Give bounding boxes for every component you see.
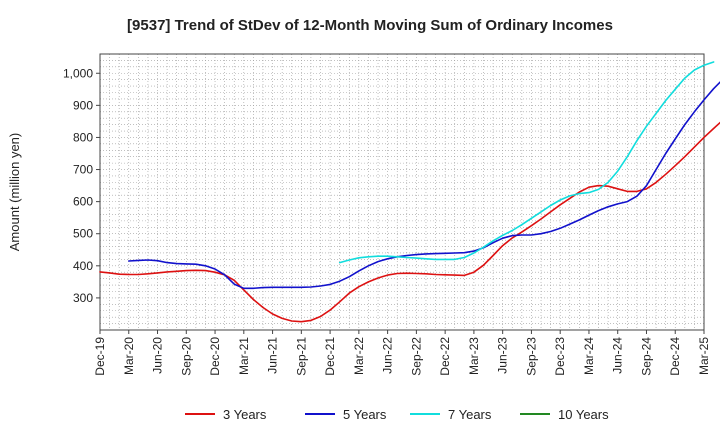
x-tick-label: Jun-24 [611, 337, 625, 374]
x-tick-label: Dec-21 [323, 337, 337, 376]
y-tick-label: 700 [73, 163, 93, 177]
y-tick-label: 800 [73, 130, 93, 144]
y-tick-label: 400 [73, 259, 93, 273]
x-tick-label: Mar-23 [467, 337, 481, 375]
legend: 3 Years 5 Years 7 Years 10 Years [185, 407, 609, 422]
x-tick-label: Dec-22 [438, 337, 452, 376]
legend-label-5-years: 5 Years [343, 407, 387, 422]
x-tick-label: Mar-25 [697, 337, 711, 375]
x-tick-label: Jun-22 [381, 337, 395, 374]
series-line-5-years [128, 81, 720, 290]
series-line-3-years [99, 121, 720, 323]
x-tick-label: Dec-20 [208, 337, 222, 376]
legend-label-10-years: 10 Years [558, 407, 609, 422]
x-tick-label: Mar-24 [582, 337, 596, 375]
x-tick-label: Jun-21 [266, 337, 280, 374]
series-line-7-years [338, 61, 715, 264]
x-tick-label: Dec-19 [93, 337, 107, 376]
grid [100, 54, 704, 330]
y-tick-label: 600 [73, 195, 93, 209]
chart-title: [9537] Trend of StDev of 12-Month Moving… [127, 17, 613, 34]
y-tick-label: 500 [73, 227, 93, 241]
plot-area [99, 53, 705, 331]
legend-label-3-years: 3 Years [223, 407, 267, 422]
y-tick-label: 1,000 [63, 66, 93, 80]
y-axis-label: Amount (million yen) [7, 133, 22, 252]
y-tick-label: 900 [73, 98, 93, 112]
x-tick-label: Mar-21 [237, 337, 251, 375]
y-tick-label: 300 [73, 291, 93, 305]
legend-label-7-years: 7 Years [448, 407, 492, 422]
series-group [99, 61, 720, 323]
x-tick-label: Sep-24 [639, 337, 653, 376]
x-tick-label: Sep-20 [179, 337, 193, 376]
x-tick-label: Jun-20 [151, 337, 165, 374]
x-tick-label: Sep-21 [294, 337, 308, 376]
x-tick-label: Sep-22 [409, 337, 423, 376]
x-tick-label: Dec-23 [553, 337, 567, 376]
x-tick-label: Jun-23 [496, 337, 510, 374]
x-axis: Dec-19 Mar-20 Jun-20 Sep-20 Dec-20 Mar-21 Jun-… [93, 330, 711, 376]
x-tick-label: Sep-23 [524, 337, 538, 376]
y-axis: 300 400 500 600 700 800 900 1,000 [63, 66, 100, 305]
x-tick-label: Mar-22 [352, 337, 366, 375]
x-tick-label: Mar-20 [122, 337, 136, 375]
x-tick-label: Dec-24 [668, 337, 682, 376]
